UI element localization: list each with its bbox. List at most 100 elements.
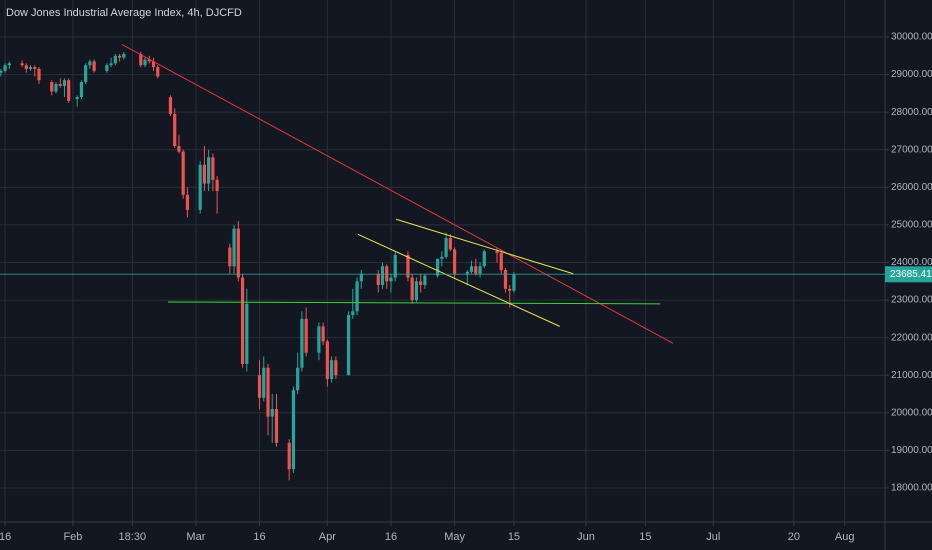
candle-body — [482, 251, 486, 267]
candle-body — [75, 97, 79, 100]
last-price-box — [885, 266, 932, 283]
candle-body — [147, 59, 151, 62]
x-tick-label: 18:30 — [119, 531, 147, 543]
candle-body — [508, 288, 512, 291]
candle-body — [20, 63, 24, 66]
candle-body — [122, 53, 126, 58]
x-tick-label: Mar — [186, 531, 205, 543]
candle-body — [444, 238, 448, 257]
x-tick-label: Aug — [835, 531, 855, 543]
candle-body — [143, 59, 147, 66]
x-tick-label: Jun — [577, 531, 595, 543]
candle-body — [113, 55, 117, 64]
candle-body — [0, 70, 3, 73]
candle-body — [105, 65, 109, 71]
candle-body — [215, 179, 219, 192]
candle-body — [245, 303, 249, 364]
candle-body — [393, 254, 397, 278]
candle-body — [414, 281, 419, 301]
candle-body — [92, 61, 96, 71]
candle-body — [465, 271, 469, 274]
candle-body — [304, 318, 308, 353]
candle-body — [380, 266, 385, 286]
candle-body — [151, 61, 156, 68]
candle-body — [296, 367, 300, 391]
candle-body — [512, 274, 516, 291]
candle-body — [62, 80, 67, 86]
candle-body — [240, 277, 245, 364]
candle-body — [499, 253, 503, 270]
candle-body — [469, 266, 474, 272]
candle-body — [334, 360, 338, 376]
candle-body — [24, 65, 28, 69]
candle-body — [270, 409, 274, 417]
candle-body — [423, 275, 427, 286]
candle-body — [173, 114, 177, 146]
candle-body — [84, 65, 88, 83]
trend-line — [395, 218, 574, 275]
y-tick-label: 23000.00 — [891, 295, 932, 306]
candle-body — [406, 254, 410, 278]
candle-body — [495, 251, 499, 254]
candle-body — [317, 326, 321, 353]
y-tick-label: 22000.00 — [891, 332, 932, 343]
candle-body — [236, 228, 240, 278]
candle-body — [448, 238, 452, 250]
candle-body — [287, 442, 291, 470]
x-tick-label: 15 — [508, 531, 520, 543]
candle-body — [359, 273, 363, 282]
candle-body — [385, 266, 389, 282]
y-tick-label: 25000.00 — [891, 220, 932, 231]
candle-body — [181, 151, 185, 195]
candle-body — [419, 281, 423, 286]
candle-body — [28, 67, 33, 69]
y-tick-label: 18000.00 — [891, 483, 932, 494]
candle-body — [410, 277, 414, 301]
candle-body — [321, 326, 325, 342]
candle-body — [177, 145, 181, 152]
candle-body — [440, 256, 444, 259]
candle-body — [156, 67, 160, 77]
x-tick-label: 16 — [253, 531, 265, 543]
y-tick-label: 21000.00 — [891, 370, 932, 381]
candle-body — [3, 65, 7, 71]
candle-body — [202, 164, 206, 184]
candle-body — [79, 82, 84, 98]
candle-body — [185, 194, 190, 210]
candle-body — [474, 266, 478, 274]
candle-body — [346, 315, 351, 376]
candle-body — [7, 63, 11, 66]
trend-line — [167, 301, 661, 305]
candle-body — [376, 273, 380, 286]
candle-body — [58, 83, 62, 86]
candle-body — [37, 68, 41, 81]
candle-body — [198, 164, 202, 210]
candle-body — [54, 83, 58, 92]
candle-body — [436, 258, 440, 276]
candle-body — [168, 97, 173, 115]
candle-body — [207, 157, 211, 184]
y-tick-label: 28000.00 — [891, 107, 932, 118]
x-tick-label: 16 — [0, 531, 11, 543]
candle-body — [478, 266, 482, 274]
candle-body — [351, 311, 355, 316]
x-tick-label: Apr — [319, 531, 336, 543]
candle-body — [139, 53, 143, 66]
chart-title: Dow Jones Industrial Average Index, 4h, … — [6, 7, 242, 19]
y-tick-label: 29000.00 — [891, 69, 932, 80]
candle-body — [291, 390, 296, 470]
x-tick-label: Feb — [63, 531, 82, 543]
candle-body — [117, 55, 122, 58]
candle-body — [300, 318, 304, 368]
candle-body — [452, 249, 457, 274]
x-tick-label: Jul — [706, 531, 720, 543]
candle-body — [257, 375, 262, 398]
candle-body — [330, 360, 334, 379]
candle-body — [50, 82, 54, 92]
x-tick-label: 16 — [385, 531, 397, 543]
candle-body — [232, 228, 236, 267]
candle-body — [67, 80, 71, 101]
candle-body — [325, 341, 329, 379]
